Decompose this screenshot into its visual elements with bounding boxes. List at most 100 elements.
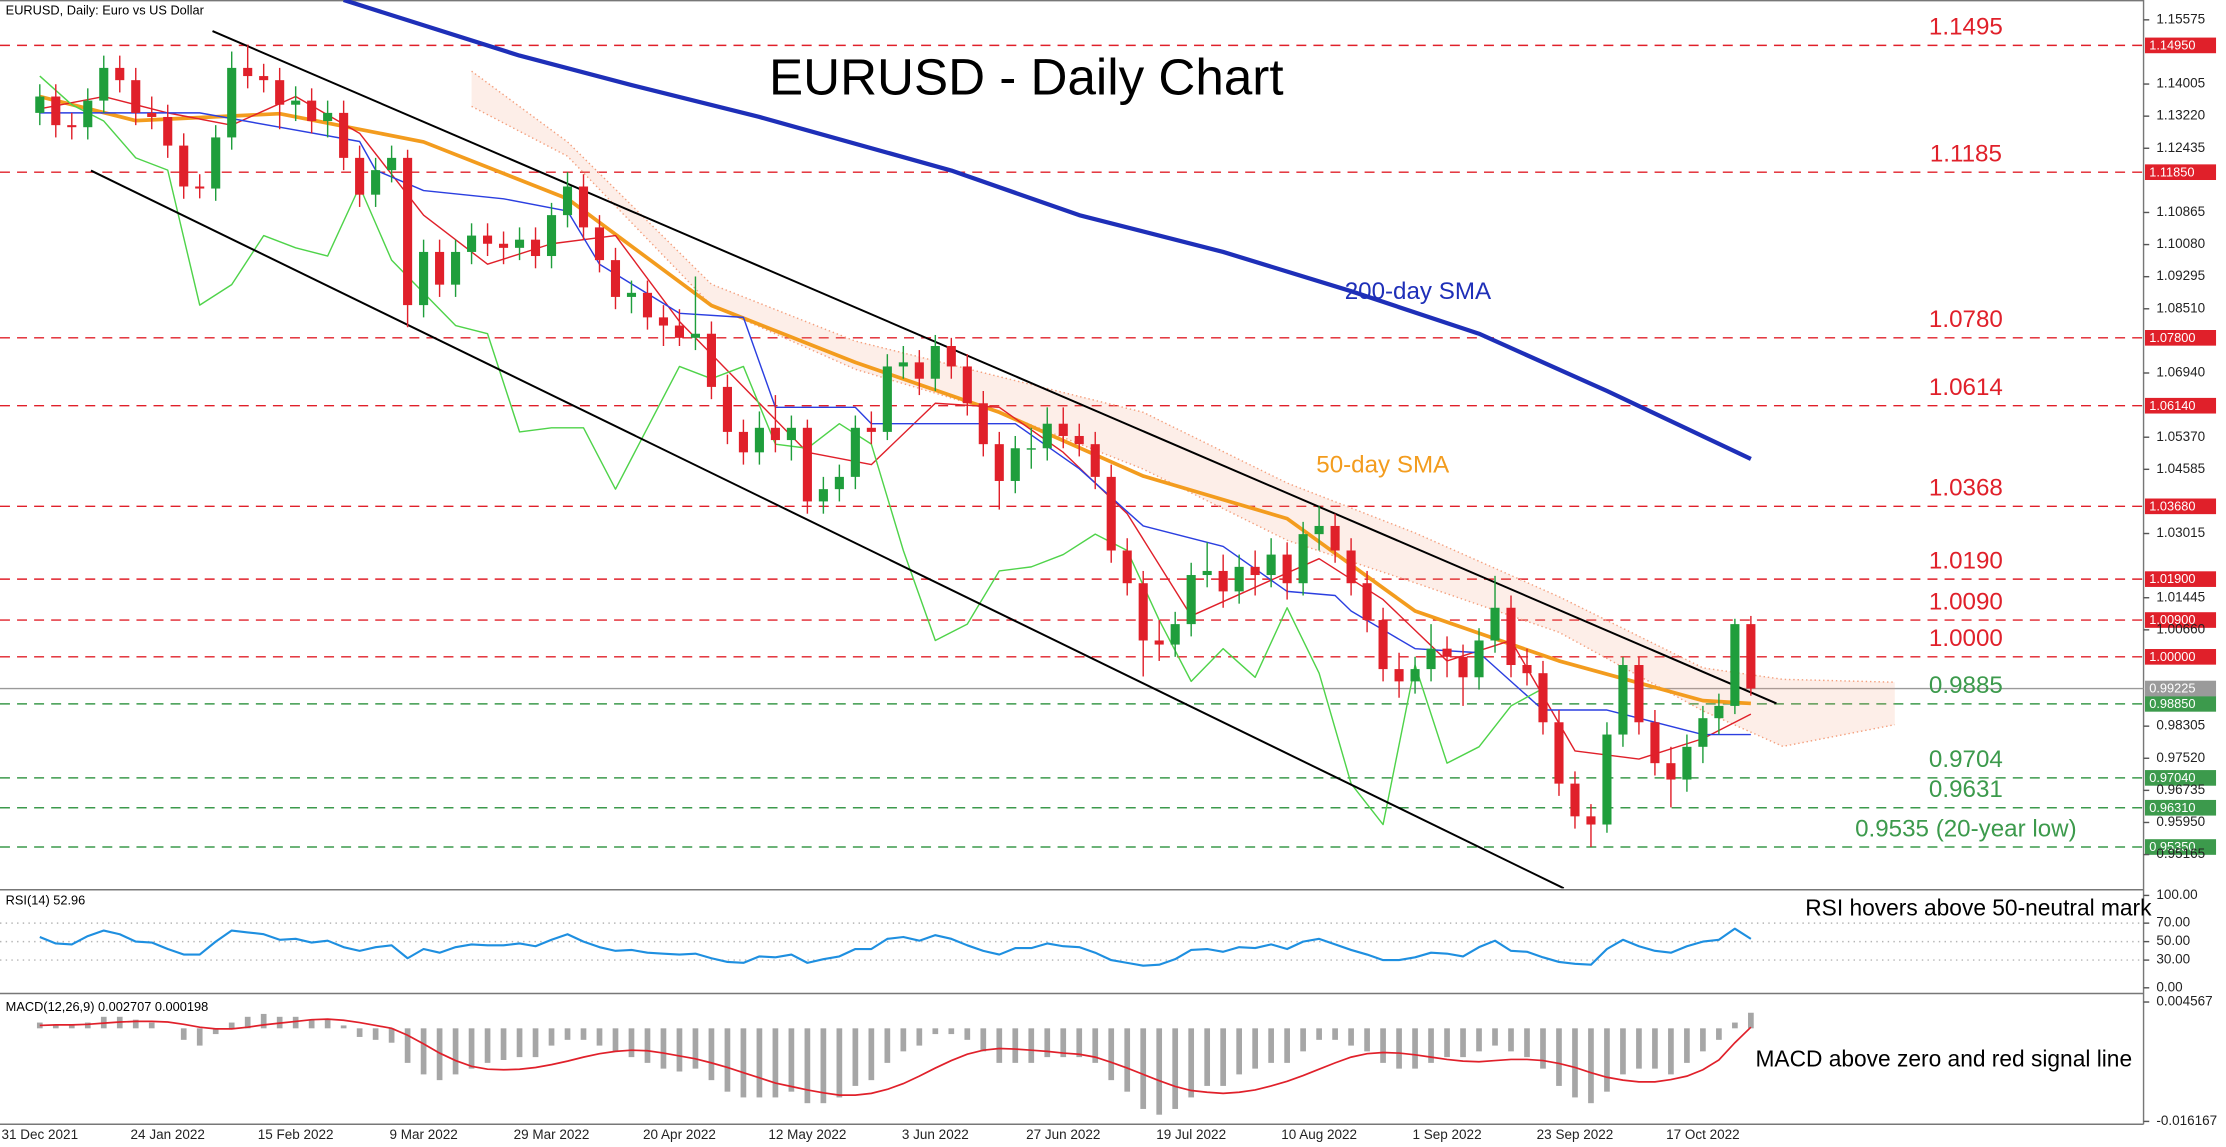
candle-body bbox=[179, 145, 189, 187]
macd-bar bbox=[1492, 1028, 1498, 1046]
level-tag bbox=[2144, 164, 2217, 181]
level-label: 0.9704 bbox=[1929, 746, 2003, 773]
candle-body bbox=[291, 100, 301, 105]
candle-body bbox=[1698, 718, 1708, 747]
candle-body bbox=[1250, 566, 1260, 576]
level-tag-label: 0.98850 bbox=[2149, 696, 2195, 711]
level-tag-label: 0.95350 bbox=[2149, 839, 2195, 854]
macd-bar bbox=[628, 1028, 635, 1058]
candle-body bbox=[1394, 669, 1404, 682]
candle-body bbox=[467, 235, 477, 252]
level-tag bbox=[2144, 571, 2217, 587]
y-tick-label: 1.06940 bbox=[2156, 365, 2205, 380]
y-tick-label: 0.95165 bbox=[2156, 846, 2205, 861]
macd-bar bbox=[340, 1025, 347, 1029]
y-tick-label: 1.12435 bbox=[2156, 140, 2205, 155]
candle-body bbox=[435, 251, 445, 285]
macd-bar bbox=[132, 1019, 139, 1029]
panel-title: MACD(12,26,9) 0.002707 0.000198 bbox=[6, 999, 209, 1014]
x-tick-label: 31 Dec 2021 bbox=[2, 1127, 79, 1142]
macd-bar bbox=[1220, 1028, 1227, 1086]
macd-bar bbox=[1268, 1028, 1274, 1063]
candle-body bbox=[674, 325, 685, 338]
macd-bar bbox=[1428, 1028, 1434, 1063]
y-tick-label: 1.08510 bbox=[2156, 300, 2205, 315]
candle-body bbox=[1474, 640, 1484, 678]
macd-bar bbox=[484, 1028, 491, 1063]
y-tick-label: 1.01445 bbox=[2156, 589, 2205, 604]
candle-body bbox=[371, 170, 381, 195]
macd-bar bbox=[1620, 1028, 1626, 1075]
y-tick-label: 1.00660 bbox=[2156, 621, 2205, 636]
macd-bar bbox=[1076, 1028, 1083, 1058]
macd-bar bbox=[212, 1028, 219, 1035]
candle-body bbox=[802, 427, 812, 502]
macd-bar bbox=[1300, 1028, 1306, 1052]
candle-body bbox=[946, 346, 956, 367]
macd-bar bbox=[500, 1028, 507, 1060]
candle-body bbox=[227, 67, 237, 138]
candle-body bbox=[115, 67, 125, 81]
candle-body bbox=[706, 333, 716, 387]
candle-body bbox=[818, 489, 828, 502]
macd-bar bbox=[756, 1028, 763, 1098]
macd-bar bbox=[580, 1028, 587, 1040]
candle-body bbox=[131, 80, 141, 113]
trendline bbox=[212, 30, 1777, 705]
level-label: 0.9885 bbox=[1929, 672, 2003, 699]
candle-body bbox=[562, 186, 573, 216]
x-tick-label: 23 Sep 2022 bbox=[1537, 1127, 1614, 1142]
x-tick-label: 15 Feb 2022 bbox=[258, 1127, 334, 1142]
candle-body bbox=[1058, 423, 1068, 436]
macd-bar bbox=[1380, 1028, 1386, 1063]
candle-body bbox=[1714, 705, 1724, 719]
level-label: 1.0368 bbox=[1929, 475, 2003, 502]
macd-bar bbox=[788, 1028, 795, 1092]
candle-body bbox=[243, 67, 253, 77]
candle-body bbox=[514, 239, 525, 248]
x-tick-label: 10 Aug 2022 bbox=[1281, 1127, 1357, 1142]
candle-body bbox=[499, 243, 509, 248]
macd-bar bbox=[1252, 1028, 1258, 1069]
candle-body bbox=[1202, 570, 1212, 576]
level-tag-label: 1.00000 bbox=[2149, 649, 2195, 664]
level-tag bbox=[2144, 37, 2217, 54]
candle-body bbox=[866, 427, 876, 432]
candle-body bbox=[594, 227, 605, 261]
macd-bar bbox=[1508, 1028, 1514, 1052]
macd-bar bbox=[596, 1028, 603, 1046]
candle-body bbox=[1634, 665, 1644, 723]
candle-body bbox=[1490, 607, 1500, 641]
macd-bar bbox=[1572, 1028, 1578, 1098]
candle-body bbox=[530, 239, 541, 257]
candle-body bbox=[1186, 575, 1196, 625]
candle-body bbox=[898, 362, 908, 367]
macd-bar bbox=[1716, 1028, 1722, 1040]
macd-bar bbox=[964, 1028, 971, 1040]
candle-body bbox=[1346, 550, 1356, 584]
x-tick-label: 24 Jan 2022 bbox=[131, 1127, 205, 1142]
rsi-line bbox=[39, 927, 1752, 967]
candle-body bbox=[51, 96, 61, 126]
macd-bar bbox=[1092, 1028, 1099, 1063]
candle-body bbox=[387, 157, 397, 171]
macd-bar bbox=[1140, 1028, 1147, 1109]
macd-bar bbox=[932, 1028, 939, 1035]
candle-body bbox=[1314, 525, 1324, 535]
y-tick-label: 1.04585 bbox=[2156, 461, 2205, 476]
candle-body bbox=[1586, 816, 1596, 825]
candle-body bbox=[722, 386, 732, 432]
macd-bar bbox=[532, 1028, 539, 1058]
y-tick-label: 30.00 bbox=[2156, 952, 2190, 967]
candle-body bbox=[1554, 722, 1564, 784]
macd-bar bbox=[916, 1028, 923, 1046]
candle-body bbox=[1442, 648, 1452, 657]
candle-body bbox=[1282, 554, 1292, 584]
panel-title: RSI(14) 52.96 bbox=[6, 892, 86, 907]
level-tag-label: 1.06140 bbox=[2149, 398, 2195, 413]
macd-bar bbox=[452, 1028, 459, 1075]
macd-bar bbox=[244, 1016, 251, 1029]
candle-body bbox=[578, 186, 589, 228]
candle-body bbox=[147, 112, 157, 117]
candle-body bbox=[610, 260, 621, 297]
